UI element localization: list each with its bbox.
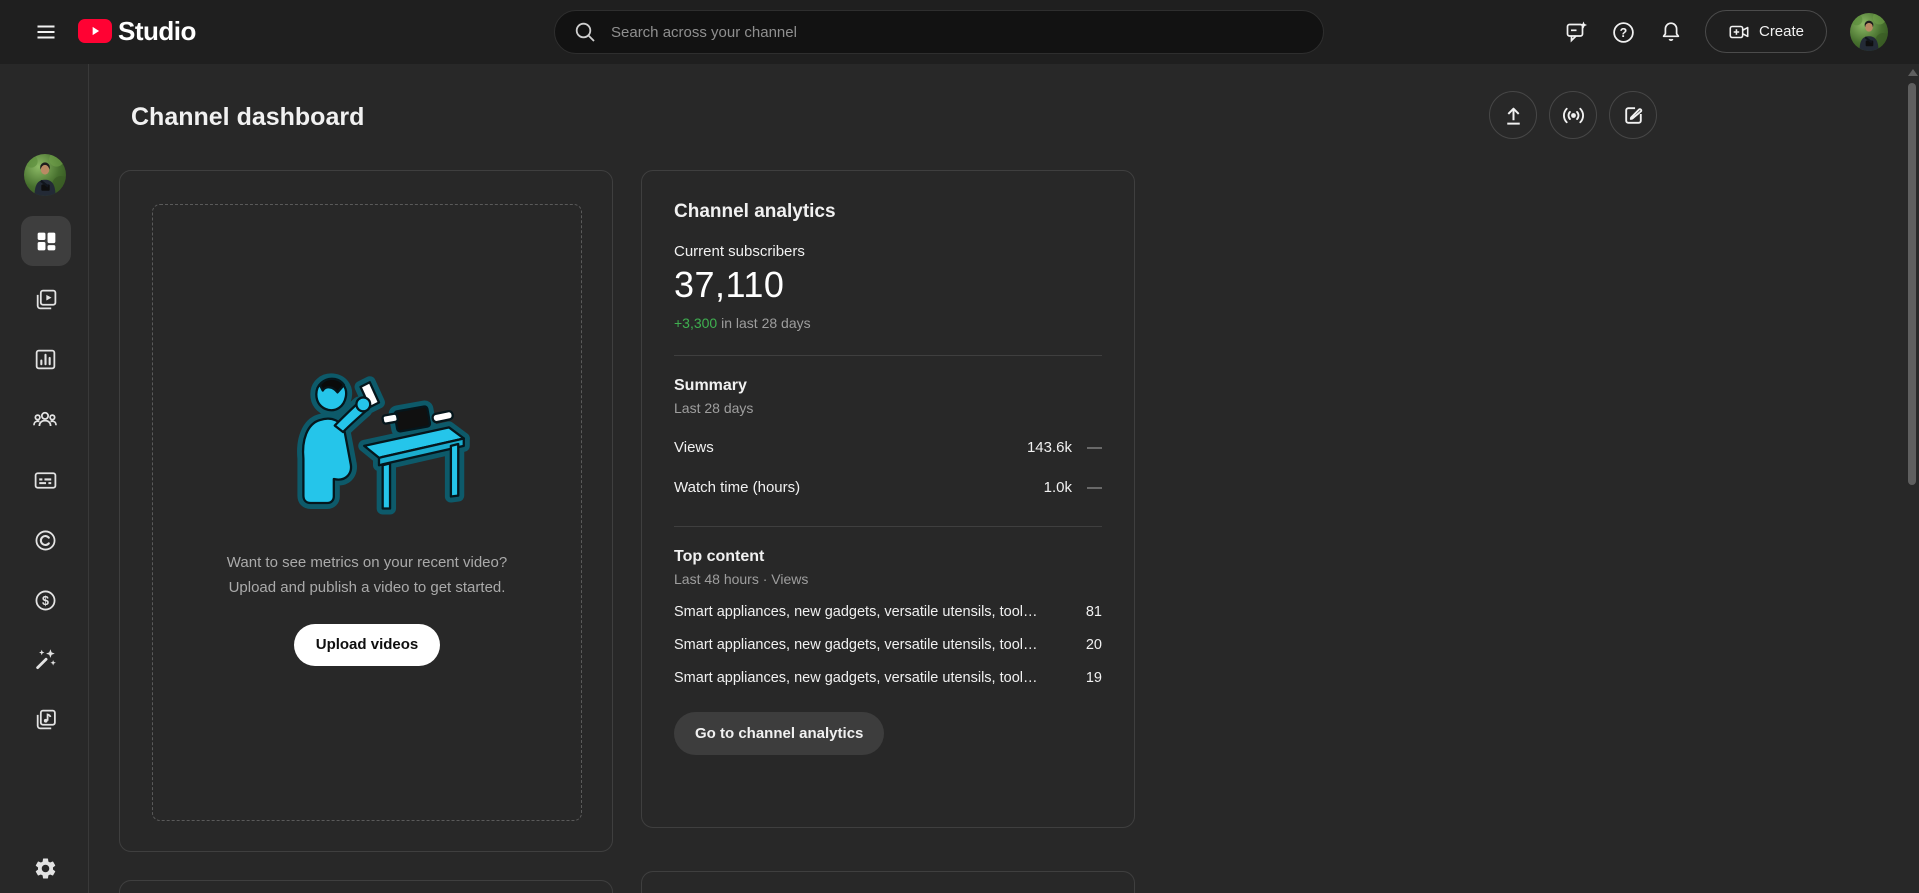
summary-row-label: Views bbox=[674, 439, 1027, 456]
youtube-play-icon bbox=[78, 19, 112, 43]
audio-library-icon bbox=[33, 707, 58, 732]
sidebar-item-earn[interactable]: $ bbox=[25, 580, 65, 620]
upload-dropzone: Want to see metrics on your recent video… bbox=[152, 204, 582, 821]
upload-video-icon bbox=[1501, 103, 1526, 128]
video-views: 20 bbox=[1076, 637, 1102, 653]
summary-row-value: 143.6k bbox=[1027, 439, 1072, 456]
analytics-card-title: Channel analytics bbox=[674, 201, 1102, 223]
edit-button[interactable] bbox=[1609, 91, 1657, 139]
go-live-button[interactable] bbox=[1549, 91, 1597, 139]
create-button-label: Create bbox=[1759, 23, 1804, 40]
current-subscribers-label: Current subscribers bbox=[674, 243, 1102, 260]
upload-message: Want to see metrics on your recent video… bbox=[227, 550, 507, 600]
top-content-row[interactable]: Smart appliances, new gadgets, versatile… bbox=[674, 604, 1102, 620]
community-icon bbox=[32, 407, 58, 433]
search-input[interactable] bbox=[611, 24, 1305, 41]
summary-period: Last 28 days bbox=[674, 400, 1102, 416]
logo-text: Studio bbox=[118, 17, 196, 45]
current-subscribers-count: 37,110 bbox=[674, 264, 1102, 306]
sidebar-item-customization[interactable] bbox=[25, 639, 65, 679]
help-icon: ? bbox=[1611, 20, 1636, 45]
earn-icon: $ bbox=[33, 588, 58, 613]
summary-row-watch-time: Watch time (hours) 1.0k — bbox=[674, 479, 1102, 496]
next-card-partial bbox=[119, 880, 613, 893]
go-live-icon bbox=[1561, 103, 1586, 128]
scrollbar-up-arrow[interactable] bbox=[1908, 69, 1918, 76]
top-content-row[interactable]: Smart appliances, new gadgets, versatile… bbox=[674, 637, 1102, 653]
sidebar-item-audio-library[interactable] bbox=[25, 699, 65, 739]
channel-avatar-image bbox=[24, 154, 66, 196]
content-icon bbox=[33, 287, 58, 312]
account-avatar[interactable] bbox=[1850, 13, 1888, 51]
subscribers-change-period: in last 28 days bbox=[717, 315, 810, 331]
menu-icon bbox=[34, 20, 58, 44]
menu-button[interactable] bbox=[26, 12, 66, 52]
customization-icon bbox=[32, 646, 58, 672]
upload-prompt-card: Want to see metrics on your recent video… bbox=[119, 170, 613, 852]
summary-row-label: Watch time (hours) bbox=[674, 479, 1044, 496]
settings-icon bbox=[33, 856, 58, 881]
next-card-partial bbox=[641, 871, 1135, 893]
svg-text:$: $ bbox=[42, 594, 49, 608]
create-button[interactable]: Create bbox=[1705, 10, 1827, 53]
top-content-title: Top content bbox=[674, 548, 1102, 566]
trend-flat-icon: — bbox=[1086, 479, 1102, 496]
subscribers-change: +3,300 in last 28 days bbox=[674, 315, 1102, 331]
sidebar-channel-avatar[interactable] bbox=[24, 154, 66, 196]
subtitles-icon bbox=[33, 468, 58, 493]
sidebar-item-subtitles[interactable] bbox=[25, 460, 65, 500]
sidebar: $ bbox=[0, 64, 89, 893]
go-to-channel-analytics-button[interactable]: Go to channel analytics bbox=[674, 712, 884, 755]
feedback-sparkle-icon bbox=[1564, 20, 1588, 44]
notifications-button[interactable] bbox=[1651, 12, 1691, 52]
creator-at-desk-illustration bbox=[261, 360, 473, 528]
page-title: Channel dashboard bbox=[131, 103, 364, 132]
youtube-studio-logo[interactable]: Studio bbox=[78, 17, 196, 45]
video-title: Smart appliances, new gadgets, versatile… bbox=[674, 670, 1076, 686]
video-views: 19 bbox=[1076, 670, 1102, 686]
notifications-icon bbox=[1659, 20, 1683, 44]
search-bar[interactable] bbox=[554, 10, 1324, 54]
topbar: Studio ? Create bbox=[0, 0, 1919, 64]
scrollbar-thumb[interactable] bbox=[1908, 83, 1916, 485]
youtube-studio-dashboard: { "topbar": { "logo_text": "Studio", "se… bbox=[0, 0, 1919, 893]
analytics-icon bbox=[33, 347, 58, 372]
create-video-icon bbox=[1728, 21, 1750, 43]
edit-icon bbox=[1621, 103, 1646, 128]
sidebar-item-analytics[interactable] bbox=[25, 339, 65, 379]
upload-video-button[interactable] bbox=[1489, 91, 1537, 139]
top-content-period: Last 48 hours · Views bbox=[674, 571, 1102, 587]
upload-message-line2: Upload and publish a video to get starte… bbox=[229, 579, 506, 596]
upload-message-line1: Want to see metrics on your recent video… bbox=[227, 554, 507, 571]
summary-title: Summary bbox=[674, 377, 1102, 395]
sidebar-item-dashboard[interactable] bbox=[21, 216, 71, 266]
video-views: 81 bbox=[1076, 604, 1102, 620]
trend-flat-icon: — bbox=[1086, 439, 1102, 456]
svg-text:?: ? bbox=[1619, 25, 1627, 39]
sidebar-item-copyright[interactable] bbox=[25, 520, 65, 560]
video-title: Smart appliances, new gadgets, versatile… bbox=[674, 604, 1076, 620]
sidebar-item-content[interactable] bbox=[25, 279, 65, 319]
subscribers-change-value: +3,300 bbox=[674, 315, 717, 331]
copyright-icon bbox=[33, 528, 58, 553]
top-content-row[interactable]: Smart appliances, new gadgets, versatile… bbox=[674, 670, 1102, 686]
divider bbox=[674, 526, 1102, 527]
summary-row-value: 1.0k bbox=[1044, 479, 1072, 496]
divider bbox=[674, 355, 1102, 356]
sidebar-item-community[interactable] bbox=[25, 400, 65, 440]
send-feedback-button[interactable] bbox=[1556, 12, 1596, 52]
channel-analytics-card: Channel analytics Current subscribers 37… bbox=[641, 170, 1135, 828]
video-title: Smart appliances, new gadgets, versatile… bbox=[674, 637, 1076, 653]
avatar-image bbox=[1850, 13, 1888, 51]
search-icon bbox=[573, 20, 597, 44]
help-button[interactable]: ? bbox=[1603, 12, 1643, 52]
sidebar-item-settings[interactable] bbox=[25, 848, 65, 888]
upload-videos-button[interactable]: Upload videos bbox=[294, 624, 441, 666]
summary-row-views: Views 143.6k — bbox=[674, 439, 1102, 456]
dashboard-icon bbox=[34, 229, 59, 254]
